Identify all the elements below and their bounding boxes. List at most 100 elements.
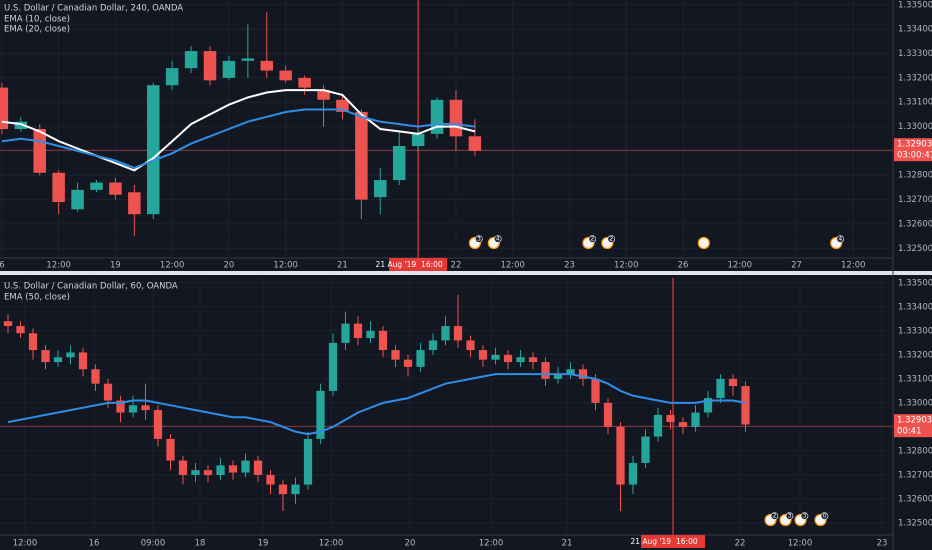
candle-body xyxy=(603,402,613,427)
candle-body xyxy=(691,412,700,427)
x-tick-label: 20 xyxy=(405,539,416,549)
candle-body xyxy=(260,60,274,71)
candle-body xyxy=(28,333,38,351)
candle-body xyxy=(298,77,311,88)
x-tick-label: 21 xyxy=(562,539,573,549)
candle-body xyxy=(216,465,225,475)
candle-body xyxy=(241,460,250,473)
y-tick-label: 1.33100 xyxy=(898,98,932,108)
candle-body xyxy=(116,400,125,413)
x-tick-label: 19 xyxy=(258,539,269,549)
x-tick-label: 21 xyxy=(337,261,348,271)
x-tick-label: 12:00 xyxy=(319,539,344,549)
event-badge xyxy=(770,512,779,520)
event-count: 4 xyxy=(496,236,500,243)
x-tick-label: 26 xyxy=(678,261,689,271)
y-tick-label: 1.33000 xyxy=(898,122,932,132)
cursor-time: 16:00 xyxy=(676,537,698,546)
candle-body xyxy=(103,383,113,401)
candle-body xyxy=(228,465,238,473)
candle-body xyxy=(128,405,138,413)
candle-body xyxy=(466,340,475,351)
y-tick-label: 1.33500 xyxy=(898,0,932,10)
panel-separator xyxy=(0,271,932,275)
candle-body xyxy=(191,470,200,475)
x-tick-label: 20 xyxy=(224,261,235,271)
event-count: 2 xyxy=(773,513,777,520)
candle-body xyxy=(378,330,388,351)
candle-body xyxy=(71,189,84,210)
y-tick-label: 1.32500 xyxy=(898,244,932,254)
candle-body xyxy=(428,340,438,351)
last-price-label: 1.32903 xyxy=(897,140,932,150)
x-tick-label: 23 xyxy=(564,261,575,271)
y-tick-label: 1.32600 xyxy=(898,494,932,504)
candle-body xyxy=(553,374,563,379)
candle-body xyxy=(449,99,463,137)
y-tick-label: 1.33400 xyxy=(898,302,932,312)
candle-body xyxy=(90,182,103,190)
candle-body xyxy=(391,350,400,360)
candle-body xyxy=(317,90,330,100)
candle-body xyxy=(3,321,13,327)
y-tick-label: 1.33400 xyxy=(898,25,932,35)
x-tick-label: 22 xyxy=(735,539,746,549)
candle-body xyxy=(165,68,179,86)
y-tick-label: 1.32700 xyxy=(898,195,932,205)
candle-body xyxy=(741,386,750,425)
candle-body xyxy=(203,51,217,81)
candle-body xyxy=(403,359,413,367)
y-tick-label: 1.32800 xyxy=(898,446,932,456)
candle-body xyxy=(128,192,141,215)
candle-body xyxy=(416,350,425,367)
y-tick-label: 1.32800 xyxy=(898,171,932,181)
candle-body xyxy=(566,369,575,375)
candle-body xyxy=(678,422,688,427)
x-tick-label: 22 xyxy=(451,261,462,271)
candle-body xyxy=(166,438,175,461)
cursor-time-box xyxy=(389,258,448,271)
candle-body xyxy=(203,470,213,475)
event-badge xyxy=(820,512,829,520)
event-badge xyxy=(785,512,794,520)
y-tick-label: 1.33500 xyxy=(898,278,932,288)
price-label-box xyxy=(894,414,932,438)
event-count: 2 xyxy=(590,236,594,243)
candle-body xyxy=(291,484,300,495)
y-tick-label: 1.32600 xyxy=(898,219,932,229)
x-tick-label: 12:00 xyxy=(13,539,38,549)
chart-title: U.S. Dollar / Canadian Dollar, 240, OAND… xyxy=(4,4,183,14)
x-tick-label: 19 xyxy=(110,261,121,271)
x-tick-label: 12:00 xyxy=(46,261,71,271)
candle-body xyxy=(241,58,255,61)
candle-body xyxy=(478,350,488,360)
candle-body xyxy=(266,474,275,485)
x-tick-label: 09:00 xyxy=(141,539,166,549)
last-price-label: 1.32903 xyxy=(897,416,932,426)
candle-body xyxy=(541,362,550,379)
x-tick-label: 12:00 xyxy=(788,539,813,549)
cursor-time-box xyxy=(641,535,705,548)
event-badge xyxy=(475,235,483,243)
candle-body xyxy=(14,121,28,129)
x-tick-label: 12:00 xyxy=(614,261,639,271)
x-tick-label: 23 xyxy=(877,539,888,549)
y-tick-label: 1.33300 xyxy=(898,49,932,59)
event-count: 3 xyxy=(477,236,481,243)
x-tick-label: 12:00 xyxy=(479,539,504,549)
y-tick-label: 1.33300 xyxy=(898,326,932,336)
candle-body xyxy=(178,460,188,475)
ema-line xyxy=(7,373,746,436)
candle-body xyxy=(279,70,292,81)
candle-body xyxy=(33,129,46,173)
candle-body xyxy=(109,182,122,195)
candle-body xyxy=(616,426,625,485)
x-tick-label: 16 xyxy=(89,539,100,549)
x-tick-label: 12:00 xyxy=(160,261,185,271)
candle-body xyxy=(278,484,288,495)
event-count: 3 xyxy=(788,513,792,520)
candle-body xyxy=(716,378,725,399)
event-badge xyxy=(836,235,845,243)
candle-body xyxy=(184,51,198,69)
